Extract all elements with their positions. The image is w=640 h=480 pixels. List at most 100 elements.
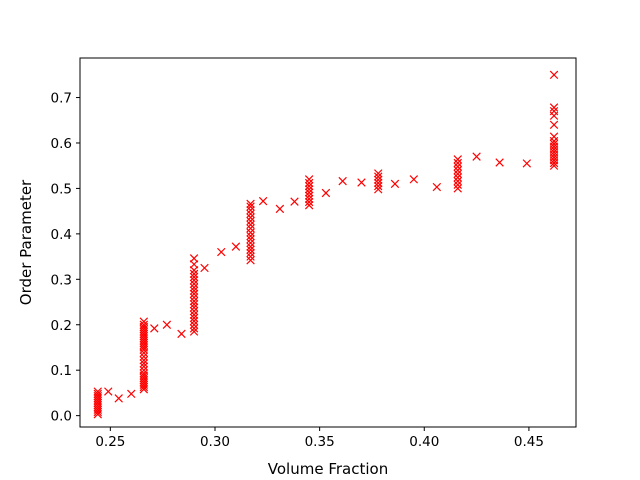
y-axis: 0.0 0.1 0.2 0.3 0.4 0.5 0.6 0.7 — [51, 91, 80, 425]
data-point — [189, 320, 199, 329]
data-point — [139, 359, 149, 368]
data-point — [189, 327, 199, 336]
data-point — [189, 254, 199, 263]
data-point — [357, 178, 366, 187]
data-point — [549, 139, 559, 149]
data-point — [93, 389, 103, 399]
data-point — [189, 283, 199, 292]
data-point — [304, 197, 314, 207]
data-point — [189, 275, 199, 285]
data-point — [549, 103, 559, 112]
data-point — [246, 242, 255, 251]
data-point — [304, 201, 314, 210]
data-point — [374, 175, 383, 185]
x-tick-label: 0.30 — [200, 434, 230, 450]
data-point — [246, 248, 255, 258]
data-point — [246, 255, 255, 265]
data-point — [304, 188, 314, 197]
data-point — [522, 159, 532, 168]
data-point — [453, 173, 462, 182]
data-point — [139, 365, 149, 375]
data-point — [231, 242, 241, 251]
data-point — [374, 181, 383, 191]
data-point — [258, 196, 268, 206]
data-point — [304, 185, 314, 194]
data-point — [189, 300, 199, 309]
data-point — [189, 289, 199, 299]
data-point — [189, 310, 199, 319]
y-tick-label: 0.2 — [51, 318, 72, 334]
data-point — [246, 209, 255, 219]
data-point — [453, 158, 462, 168]
data-point — [189, 306, 199, 316]
plot-frame — [79, 57, 577, 428]
data-point — [139, 320, 149, 329]
y-tick-label: 0.6 — [51, 136, 72, 152]
data-point — [338, 176, 347, 186]
data-point — [189, 324, 199, 333]
x-tick-label: 0.45 — [514, 434, 544, 450]
data-point — [453, 166, 462, 175]
data-point — [321, 188, 331, 198]
data-point — [374, 169, 383, 178]
data-point — [246, 202, 255, 211]
x-tick-label: 0.40 — [409, 434, 439, 450]
data-point — [139, 352, 149, 361]
data-point — [246, 238, 255, 248]
data-point — [246, 206, 255, 215]
y-axis-label: Order Parameter — [17, 179, 35, 305]
data-point — [453, 169, 462, 179]
data-point — [139, 362, 149, 371]
data-point — [409, 175, 419, 184]
data-point — [275, 204, 285, 214]
data-point — [189, 272, 199, 282]
data-point — [189, 303, 199, 312]
data-point — [549, 106, 559, 116]
data-point — [304, 178, 314, 188]
data-point — [304, 194, 314, 204]
data-point — [246, 220, 255, 230]
data-point — [246, 228, 255, 237]
data-point — [495, 158, 504, 167]
data-point — [162, 320, 172, 329]
data-point — [114, 394, 123, 403]
data-point — [200, 263, 209, 273]
data-point — [189, 316, 199, 326]
y-tick-label: 0.7 — [51, 91, 72, 107]
marker-layer — [93, 70, 559, 419]
y-tick-label: 0.1 — [51, 363, 72, 379]
data-point — [246, 199, 255, 209]
data-point — [189, 269, 199, 279]
data-point — [246, 245, 255, 254]
data-point — [104, 387, 113, 396]
data-point — [246, 235, 255, 244]
data-point — [453, 184, 462, 193]
data-point — [150, 324, 159, 333]
y-tick-label: 0.4 — [51, 227, 72, 243]
y-tick-label: 0.3 — [51, 272, 72, 288]
data-point — [189, 296, 199, 306]
data-point — [453, 180, 462, 190]
data-point — [304, 181, 314, 191]
data-point — [189, 286, 199, 295]
data-point — [472, 152, 481, 161]
data-point — [246, 252, 255, 261]
data-point — [374, 185, 383, 194]
data-point — [177, 329, 186, 339]
data-point — [549, 132, 559, 141]
x-axis-label: Volume Fraction — [268, 460, 388, 478]
data-point — [246, 224, 255, 233]
data-point — [139, 317, 149, 326]
data-point — [217, 247, 226, 257]
data-point — [453, 176, 462, 186]
data-point — [374, 178, 383, 188]
data-point — [189, 313, 199, 323]
data-point — [246, 216, 255, 226]
data-point — [432, 182, 442, 192]
data-point — [189, 279, 199, 289]
data-point — [127, 389, 136, 399]
data-point — [139, 369, 149, 378]
data-point — [304, 191, 314, 200]
data-point — [453, 155, 462, 164]
